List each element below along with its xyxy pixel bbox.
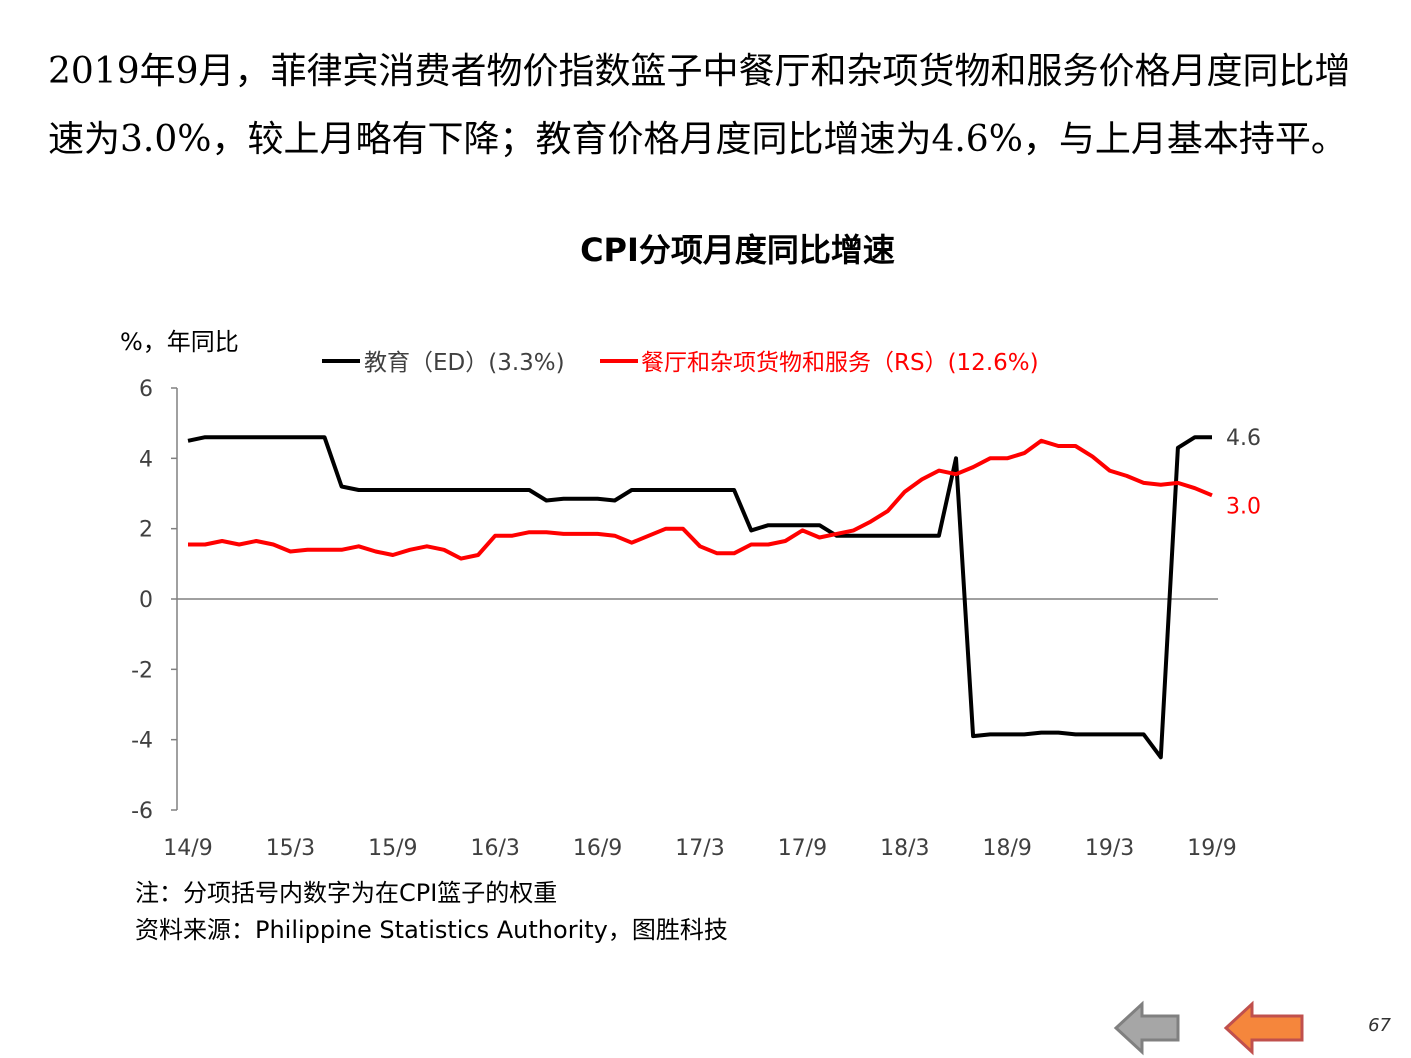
intro-paragraph: 2019年9月，菲律宾消费者物价指数篮子中餐厅和杂项货物和服务价格月度同比增速为… bbox=[48, 51, 1351, 160]
legend-label: 餐厅和杂项货物和服务（RS）(12.6%) bbox=[641, 350, 1039, 376]
x-tick-label: 18/3 bbox=[880, 836, 929, 861]
x-tick-label: 19/9 bbox=[1187, 836, 1236, 861]
gray-left-arrow-icon bbox=[1113, 1000, 1180, 1056]
y-tick-label: 0 bbox=[139, 588, 153, 613]
x-tick-label: 17/3 bbox=[675, 836, 724, 861]
orange-left-arrow-icon bbox=[1223, 1000, 1304, 1056]
series-end-label: 3.0 bbox=[1226, 494, 1261, 519]
previous-page-button[interactable] bbox=[1222, 1000, 1308, 1056]
series-end-label: 4.6 bbox=[1226, 426, 1261, 451]
x-tick-label: 17/9 bbox=[778, 836, 827, 861]
series-line-1 bbox=[187, 435, 1212, 760]
x-tick-label: 19/3 bbox=[1085, 836, 1134, 861]
legend: 教育（ED）(3.3%) 餐厅和杂项货物和服务（RS）(12.6%) bbox=[322, 350, 1039, 376]
page-number: 67 bbox=[1368, 1015, 1391, 1036]
x-tick-label: 18/9 bbox=[982, 836, 1031, 861]
y-axis: -6 -4 -2 0 2 4 6 %，年同比 bbox=[120, 328, 239, 824]
y-tick-label: -6 bbox=[131, 799, 153, 824]
y-tick-label: -4 bbox=[131, 729, 153, 754]
y-tick-label: 6 bbox=[139, 377, 153, 402]
series-lines bbox=[187, 435, 1213, 760]
legend-label: 教育（ED）(3.3%) bbox=[364, 350, 565, 376]
y-axis-label: %，年同比 bbox=[120, 328, 239, 356]
y-tick-label: 2 bbox=[139, 518, 153, 543]
x-axis: 14/9 15/3 15/9 16/3 16/9 17/3 17/9 18/3 18/9 19/3… bbox=[163, 598, 1237, 861]
x-tick-label: 15/9 bbox=[368, 836, 417, 861]
y-tick-label: -2 bbox=[131, 658, 153, 683]
x-tick-label: 16/9 bbox=[573, 836, 622, 861]
x-tick-label: 14/9 bbox=[163, 836, 212, 861]
chart-title: CPI分项月度同比增速 bbox=[580, 231, 895, 269]
end-labels: 4.6 3.0 bbox=[1226, 426, 1261, 519]
x-tick-label: 16/3 bbox=[470, 836, 519, 861]
source-note: 资料来源：Philippine Statistics Authority，图胜科… bbox=[135, 916, 728, 944]
y-tick-label: 4 bbox=[139, 447, 153, 472]
chart-note: 注：分项括号内数字为在CPI篮子的权重 bbox=[135, 879, 558, 907]
back-button[interactable] bbox=[1112, 1000, 1184, 1056]
series-line-2 bbox=[188, 438, 1213, 561]
x-tick-label: 15/3 bbox=[266, 836, 315, 861]
line-chart: -6 -4 -2 0 2 4 6 %，年同比 14/9 15/3 15/9 16/3 16/9 17/3… bbox=[120, 328, 1261, 861]
